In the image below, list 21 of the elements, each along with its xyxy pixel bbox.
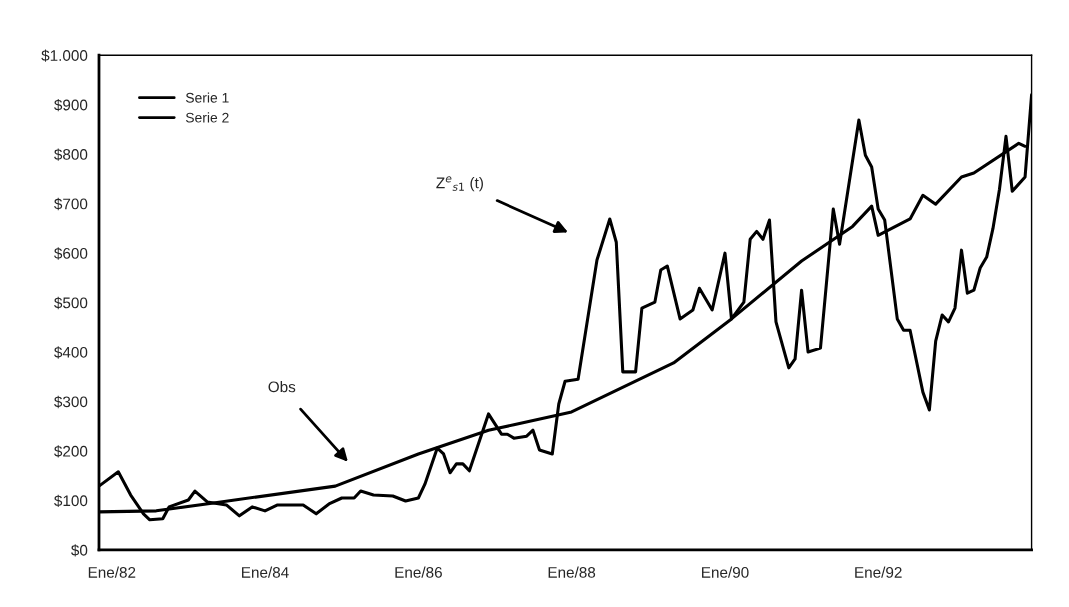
legend-label: Serie 1 [185,92,229,103]
x-tick-label: Ene/84 [242,566,289,578]
y-tick-label: $400 [54,346,88,359]
x-tick-label: Ene/88 [548,566,596,578]
x-tick-label: Ene/82 [88,566,136,578]
y-tick-label: $300 [54,395,88,409]
y-tick-label: $800 [54,148,88,161]
y-tick-label: $900 [54,98,88,112]
y-tick-label: $100 [54,494,88,508]
x-tick-label: Ene/86 [395,566,442,578]
y-tick-label: $500 [54,296,88,310]
x-tick-label: Ene/90 [702,566,749,578]
y-tick-label: $0 [71,544,88,557]
annotation: Obs [268,381,296,393]
y-tick-label: $700 [54,197,88,211]
legend-label: Serie 2 [185,112,229,123]
y-tick-label: $600 [54,247,88,260]
y-tick-label: $1.000 [41,49,88,62]
x-tick-label: Ene/92 [855,566,902,578]
annotation: Z$^{e}$$_{s1}$ (t) [436,176,483,192]
y-tick-label: $200 [54,445,88,458]
